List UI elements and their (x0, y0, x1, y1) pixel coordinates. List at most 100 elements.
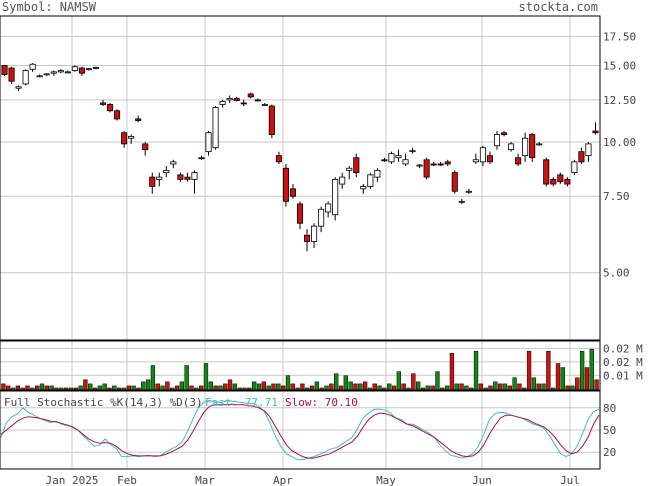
candle (114, 109, 121, 121)
stochastic-ytick-label: 50 (603, 424, 616, 437)
volume-bar (565, 385, 570, 391)
candle (578, 147, 585, 164)
volume-bar (444, 385, 450, 391)
candle (486, 151, 493, 164)
candle (99, 99, 107, 107)
candle (107, 102, 114, 113)
volume-bar (334, 373, 339, 391)
candle (128, 134, 135, 144)
volume-bar (526, 350, 532, 391)
volume-bar (97, 385, 103, 391)
volume-bar (102, 383, 107, 391)
candle (557, 172, 564, 185)
candle (472, 153, 479, 164)
stochastic-fast-label: Fast: 77.71 (205, 396, 278, 409)
candle (444, 159, 451, 167)
candle (8, 66, 15, 84)
candle (493, 130, 501, 150)
price-ytick-label: 15.00 (603, 59, 636, 72)
candle (458, 198, 465, 204)
volume-bar (112, 385, 117, 391)
volume-bar (584, 367, 590, 391)
stochastic-fast-line (0, 399, 600, 461)
volume-bar (512, 377, 517, 391)
volume-bar (546, 350, 551, 391)
candle (184, 172, 191, 182)
volume-bar (49, 385, 54, 391)
volume-bar (218, 385, 223, 391)
stochastic-ytick-label: 20 (603, 446, 616, 459)
candle (226, 95, 233, 103)
price-grid (0, 16, 600, 340)
candle (219, 99, 226, 108)
price-ytick-label: 5.00 (603, 267, 630, 280)
volume-bar (141, 381, 146, 391)
price-ytick-label: 10.00 (603, 136, 636, 149)
volume-bar (353, 383, 358, 391)
candle (515, 153, 522, 167)
volume-bar (493, 381, 498, 391)
candle (268, 104, 275, 139)
stochastic-ytick-label: 80 (603, 402, 616, 415)
volume-bar (309, 385, 315, 391)
candle (508, 141, 515, 152)
volume-bar (570, 385, 575, 391)
volume-bar (502, 383, 508, 391)
volume-bar (478, 383, 484, 391)
volume-bar (555, 363, 561, 391)
candle (198, 155, 205, 160)
volume-bar (430, 385, 435, 391)
price-ytick-label: 17.50 (603, 30, 636, 43)
candle (360, 184, 367, 194)
candle (71, 65, 78, 72)
candle (465, 188, 472, 194)
volume-bar (362, 381, 368, 391)
candle (346, 166, 353, 180)
candle (254, 98, 261, 102)
x-axis-label: Feb (117, 474, 137, 486)
volume-ytick-label: 0.02 M (603, 342, 643, 355)
volume-bar (329, 383, 334, 391)
price-candles (1, 62, 599, 252)
site-label: stockta.com (519, 0, 598, 14)
volume-bar (536, 383, 541, 391)
x-axis-label: Apr (273, 474, 293, 486)
volume-bar (266, 385, 271, 391)
volume-bar (280, 385, 286, 391)
candle (381, 157, 388, 162)
volume-bar (415, 381, 421, 391)
volume-bar (1, 383, 6, 391)
candle (564, 177, 571, 187)
volume-bar (174, 385, 180, 391)
volume-bar (227, 379, 233, 391)
volume-bar (271, 383, 276, 391)
volume-bar (39, 383, 45, 391)
candle (500, 130, 508, 137)
candle (149, 172, 156, 194)
volume-bar (78, 385, 83, 391)
volume-bar (387, 383, 392, 391)
volume-bar (131, 385, 136, 391)
price-ytick-label: 7.50 (603, 190, 630, 203)
candle (36, 74, 43, 78)
x-axis-label: Mar (195, 474, 215, 486)
volume-bar (208, 381, 213, 391)
candle (142, 141, 149, 156)
candle (170, 159, 177, 169)
stochastic-slow-line (0, 403, 600, 459)
volume-bar (391, 385, 397, 391)
stochastic-grid (0, 391, 600, 469)
stochastic-panel-frame (0, 390, 601, 470)
candle (311, 223, 318, 249)
candle (318, 206, 325, 233)
candle (374, 168, 381, 182)
candle (296, 201, 304, 230)
volume-bar (276, 383, 281, 391)
volume-panel-frame (0, 340, 601, 391)
candle (332, 177, 339, 221)
candle (367, 172, 374, 189)
volume-bar (589, 348, 594, 391)
candle (536, 141, 543, 146)
volume-bar (179, 381, 185, 391)
